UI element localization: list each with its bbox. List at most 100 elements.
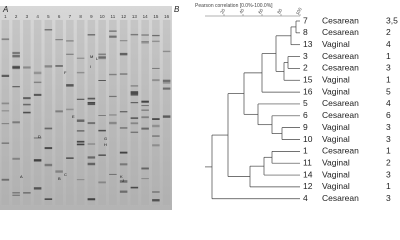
- gel-band: [76, 140, 85, 143]
- gel-lane: [130, 20, 139, 205]
- gel-band: [87, 162, 96, 166]
- gel-band: [76, 143, 85, 146]
- delivery-type: Cesarean: [322, 110, 359, 120]
- gel-band: [119, 190, 128, 193]
- gel-band: [1, 74, 10, 77]
- gel-band: [109, 114, 117, 116]
- group-number: 3: [386, 122, 391, 132]
- gel-band: [1, 178, 10, 181]
- gel-band: [76, 98, 85, 100]
- group-number: 3: [386, 134, 391, 144]
- gel-band: [23, 111, 31, 114]
- sample-id: 13: [303, 39, 313, 49]
- gel-band: [87, 156, 96, 159]
- sample-id: 14: [303, 169, 313, 179]
- delivery-type: Cesarean: [322, 146, 359, 156]
- gel-band: [66, 53, 74, 55]
- band-letter: H: [104, 142, 107, 147]
- gel-lane: [44, 20, 53, 205]
- lane-number: 13: [132, 14, 138, 19]
- group-number: 2: [386, 157, 391, 167]
- gel-band: [152, 40, 160, 43]
- gel-band: [152, 199, 160, 202]
- gel-band: [33, 81, 42, 84]
- scale-title: Pearson correlation [0.0%-100.0%]: [195, 3, 273, 9]
- gel-band: [33, 93, 42, 96]
- gel-band: [141, 100, 149, 103]
- gel-band: [12, 157, 20, 160]
- gel-band: [76, 119, 85, 122]
- gel-band: [76, 71, 85, 74]
- sample-id: 12: [303, 181, 313, 191]
- delivery-type: Vaginal: [322, 134, 350, 144]
- gel-band: [76, 57, 85, 59]
- scale-tick-label: 40: [238, 7, 245, 14]
- gel-band: [119, 52, 128, 56]
- gel-band: [66, 108, 74, 111]
- lane-number: 1: [4, 14, 7, 19]
- gel-band: [23, 192, 31, 194]
- group-number: 3,5: [386, 15, 398, 25]
- band-letter: D: [38, 134, 41, 139]
- gel-band: [44, 163, 53, 167]
- gel-band: [12, 54, 20, 58]
- gel-band: [87, 34, 96, 36]
- gel-band: [98, 80, 106, 81]
- gel-band: [12, 51, 20, 55]
- gel-band: [141, 116, 149, 119]
- gel-band: [141, 34, 149, 36]
- gel-lane: [12, 20, 20, 205]
- lane-number: 15: [153, 14, 159, 19]
- gel-band: [141, 167, 149, 170]
- gel-band: [12, 192, 20, 194]
- gel-band: [152, 79, 160, 82]
- gel-band: [87, 102, 96, 106]
- band-letter: F: [64, 70, 67, 75]
- delivery-type: Vaginal: [322, 122, 350, 132]
- band-letter: G: [104, 136, 107, 141]
- gel-band: [1, 123, 10, 125]
- sample-id: 8: [303, 27, 308, 37]
- gel-band: [87, 143, 96, 145]
- gel-band: [98, 115, 106, 116]
- gel-lane: [1, 20, 10, 205]
- lane-number: 6: [58, 14, 61, 19]
- gel-band: [55, 39, 63, 41]
- gel-band: [130, 85, 139, 87]
- panel-label: B: [174, 5, 180, 14]
- gel-band: [130, 117, 139, 120]
- group-number: 3: [386, 169, 391, 179]
- gel-band: [33, 187, 42, 190]
- gel-band: [119, 151, 128, 154]
- group-number: 4: [386, 98, 391, 108]
- gel-lane: [87, 20, 96, 205]
- gel-band: [152, 34, 160, 37]
- delivery-type: Cesarean: [322, 27, 359, 37]
- delivery-type: Vaginal: [322, 169, 350, 179]
- group-number: 2: [386, 27, 391, 37]
- gel-band: [119, 180, 128, 183]
- delivery-type: Vaginal: [322, 75, 350, 85]
- sample-id: 6: [303, 110, 308, 120]
- delivery-type: Vaginal: [322, 39, 350, 49]
- sample-id: 15: [303, 75, 313, 85]
- gel-band: [130, 131, 139, 134]
- lane-number: 16: [164, 14, 170, 19]
- gel-band: [162, 79, 171, 82]
- band-letter: M: [90, 54, 93, 59]
- gel-band: [23, 103, 31, 105]
- lane-number: 7: [69, 14, 72, 19]
- gel-band: [152, 118, 160, 120]
- gel-band: [87, 198, 96, 201]
- group-number: 3: [386, 63, 391, 73]
- sample-id: 1: [303, 146, 308, 156]
- lane-number: 9: [90, 14, 93, 19]
- gel-band: [130, 33, 139, 36]
- gel-lane: [33, 20, 42, 205]
- sample-id: 7: [303, 15, 308, 25]
- gel-band: [12, 194, 20, 196]
- delivery-type: Vaginal: [322, 181, 350, 191]
- scale-tick-label: 20: [219, 7, 226, 14]
- delivery-type: Cesarean: [322, 98, 359, 108]
